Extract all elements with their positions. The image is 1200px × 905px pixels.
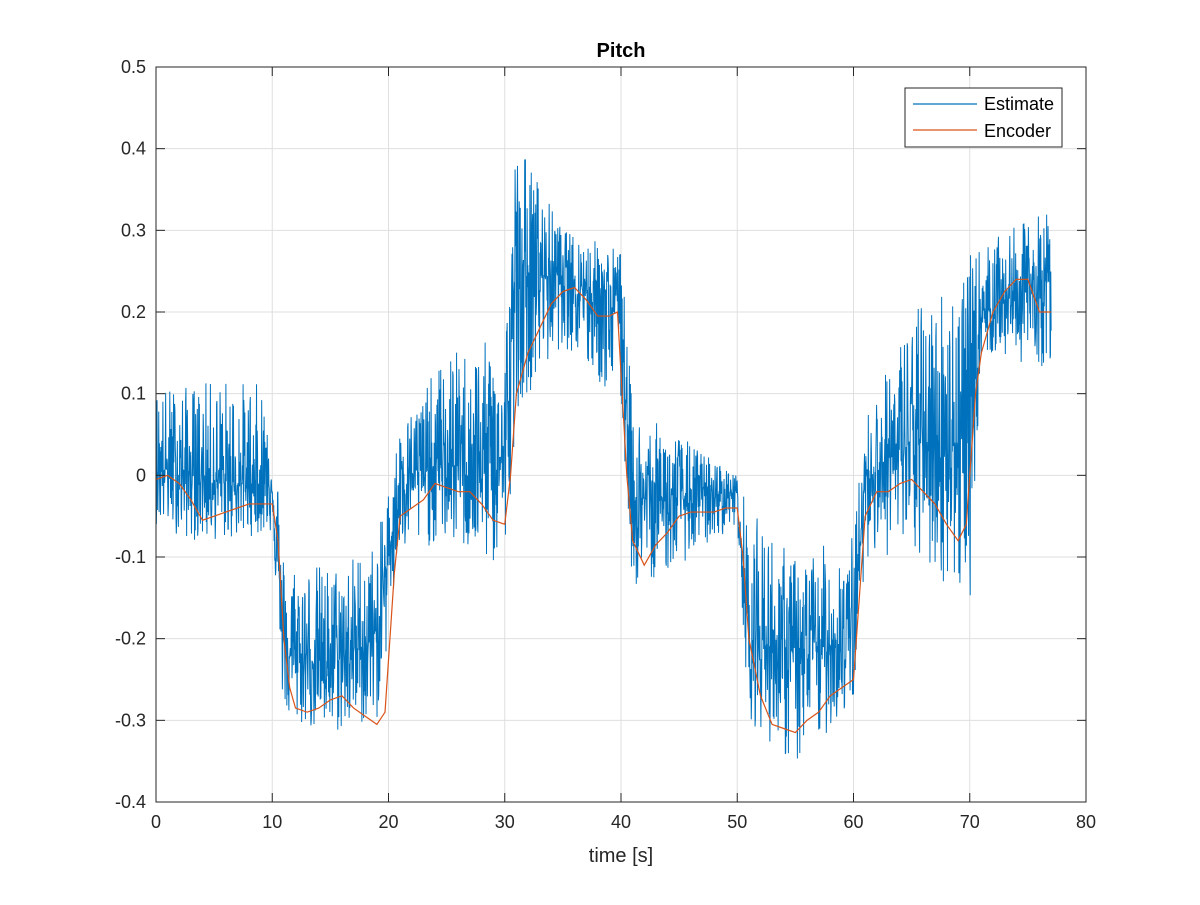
x-tick-labels: 0 10 20 30 40 50 60 70 80 (151, 812, 1096, 832)
x-tick-label-3: 30 (495, 812, 515, 832)
y-tick-label-4: 0 (136, 465, 146, 485)
encoder-series (155, 278, 1052, 734)
x-tick-label-1: 10 (262, 812, 282, 832)
chart-title: Pitch (597, 40, 646, 62)
y-tick-label-3: -0.1 (115, 547, 146, 567)
axes-box (155, 66, 1087, 803)
x-tick-label-6: 60 (843, 812, 863, 832)
x-tick-label-5: 50 (727, 812, 747, 832)
x-tick-label-4: 40 (611, 812, 631, 832)
y-tick-label-7: 0.3 (121, 220, 146, 240)
estimate-line (155, 159, 1052, 759)
legend-encoder-label: Encoder (984, 121, 1051, 141)
encoder-line (155, 278, 1052, 734)
y-tick-labels: -0.4 -0.3 -0.2 -0.1 0 0.1 0.2 0.3 0.4 0.5 (115, 57, 146, 812)
y-tick-label-8: 0.4 (121, 139, 146, 159)
estimate-series (155, 159, 1052, 759)
x-tick-label-0: 0 (151, 812, 161, 832)
y-tick-label-5: 0.1 (121, 384, 146, 404)
y-tick-label-0: -0.4 (115, 792, 146, 812)
y-tick-label-6: 0.2 (121, 302, 146, 322)
x-tick-label-8: 80 (1076, 812, 1096, 832)
x-axis-label: time [s] (589, 845, 653, 867)
y-tick-label-2: -0.2 (115, 629, 146, 649)
x-tick-label-7: 70 (960, 812, 980, 832)
legend: Estimate Encoder (904, 87, 1063, 148)
y-tick-label-9: 0.5 (121, 57, 146, 77)
y-tick-label-1: -0.3 (115, 710, 146, 730)
x-tick-label-2: 20 (378, 812, 398, 832)
legend-box (904, 87, 1063, 148)
legend-estimate-label: Estimate (984, 94, 1054, 114)
